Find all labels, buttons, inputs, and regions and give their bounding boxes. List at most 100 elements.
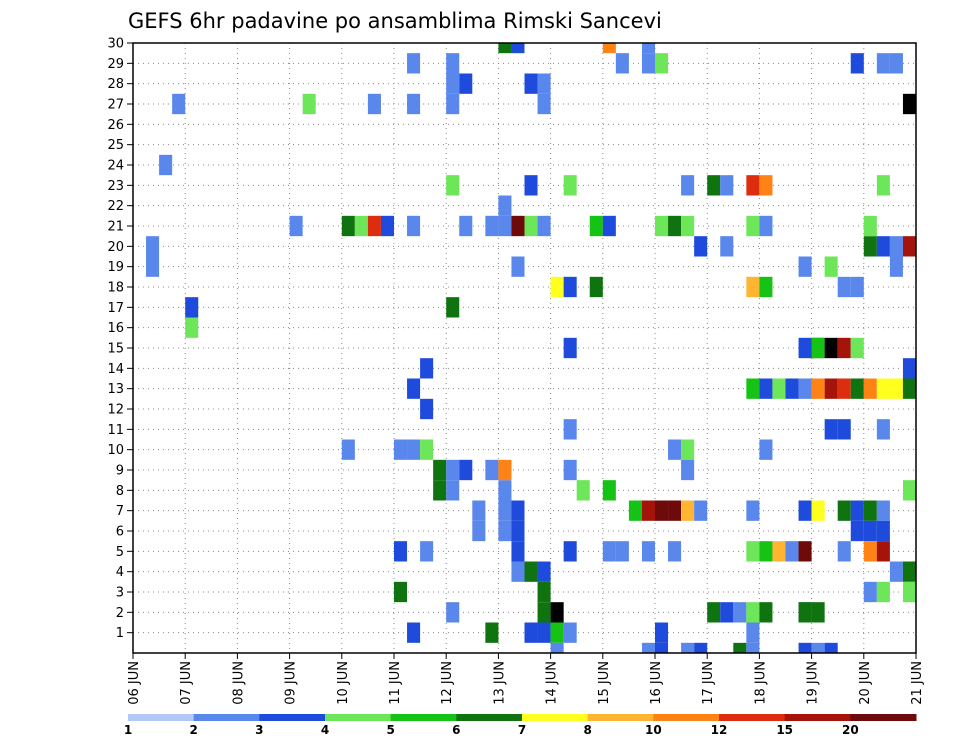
precip-cell <box>563 175 577 196</box>
precip-cell <box>811 378 825 399</box>
precip-cell <box>550 602 564 623</box>
x-tick-label: 16 JUN <box>649 661 664 705</box>
precip-cell <box>746 215 760 237</box>
precip-cell <box>433 459 447 481</box>
legend-label: 3 <box>255 723 263 737</box>
x-tick-label: 21 JUN <box>910 661 925 705</box>
x-tick-label: 06 JUN <box>127 661 142 705</box>
precip-cell <box>759 541 773 562</box>
precip-cell <box>498 459 512 481</box>
precip-cell <box>407 439 421 460</box>
legend-label: 20 <box>842 723 859 737</box>
precip-cell <box>824 419 838 440</box>
y-tick-label: 10 <box>107 443 124 458</box>
y-tick-label: 3 <box>116 586 124 601</box>
precip-cell <box>837 419 851 440</box>
precip-cell <box>341 439 355 460</box>
precip-cell <box>876 378 890 399</box>
precip-cell <box>798 602 812 623</box>
y-tick-label: 20 <box>107 240 124 255</box>
precip-cell <box>668 500 682 521</box>
legend-label: 4 <box>321 723 329 737</box>
precip-cell <box>367 215 381 237</box>
precip-cell <box>902 480 916 501</box>
precip-cell <box>641 541 655 562</box>
precip-cell <box>837 500 851 521</box>
x-tick-label: 14 JUN <box>545 661 560 705</box>
precip-cell <box>837 337 851 359</box>
precip-cell <box>824 256 838 277</box>
y-axis: 1234567891011121314151617181920212223242… <box>107 37 133 641</box>
legend-label: 15 <box>776 723 793 737</box>
precip-cell <box>655 500 669 521</box>
precip-cell <box>407 378 421 399</box>
precip-cell <box>876 53 890 74</box>
precip-cell <box>902 236 916 257</box>
precip-cell <box>681 642 695 653</box>
precip-cell <box>185 297 199 318</box>
x-tick-label: 17 JUN <box>701 661 716 705</box>
precip-cell <box>694 236 708 257</box>
precip-cell <box>563 276 577 298</box>
precip-cell <box>824 642 838 653</box>
legend-swatch <box>259 714 326 721</box>
x-tick-label: 12 JUN <box>440 661 455 705</box>
precip-cell <box>863 520 877 542</box>
y-tick-label: 15 <box>107 342 124 357</box>
precip-cell <box>485 459 499 481</box>
precip-cell <box>876 175 890 196</box>
precip-cell <box>459 73 473 94</box>
precip-cell <box>681 215 695 237</box>
precip-cell <box>655 642 669 653</box>
precip-cell <box>407 215 421 237</box>
legend-swatch <box>128 714 195 721</box>
legend-swatch <box>587 714 654 721</box>
precip-cell <box>746 378 760 399</box>
precip-cell <box>798 500 812 521</box>
precip-cell <box>655 53 669 74</box>
precip-cell <box>746 500 760 521</box>
precip-cell <box>746 175 760 196</box>
legend-swatch <box>193 714 260 721</box>
precip-cell <box>511 541 525 562</box>
y-tick-label: 9 <box>116 464 124 479</box>
precip-cell <box>889 53 903 74</box>
precip-cell <box>511 256 525 277</box>
precip-cell <box>641 500 655 521</box>
precip-cell <box>498 480 512 501</box>
y-tick-label: 8 <box>116 484 124 499</box>
legend-label: 5 <box>386 723 394 737</box>
y-tick-label: 2 <box>116 606 124 621</box>
precip-cell <box>850 53 864 74</box>
y-tick-label: 17 <box>107 301 124 316</box>
precip-cell <box>537 581 551 603</box>
precip-cell <box>446 459 460 481</box>
legend-swatch <box>522 714 589 721</box>
precip-cell <box>759 378 773 399</box>
precip-cell <box>563 419 577 440</box>
precip-cell <box>902 378 916 399</box>
precip-cell <box>511 561 525 582</box>
y-tick-label: 25 <box>107 138 124 153</box>
precip-cell <box>772 378 786 399</box>
precip-cell <box>707 175 721 196</box>
precip-cell <box>302 93 316 115</box>
precip-cell <box>746 622 760 643</box>
legend-swatch <box>850 714 917 721</box>
precip-cell <box>420 541 434 562</box>
precip-cell <box>602 43 616 54</box>
precip-cell <box>876 520 890 542</box>
precip-cell <box>785 378 799 399</box>
precip-cell <box>694 642 708 653</box>
precip-cell <box>563 459 577 481</box>
precip-cell <box>876 419 890 440</box>
precip-cell <box>837 378 851 399</box>
x-tick-label: 11 JUN <box>388 661 403 705</box>
precip-cell <box>863 236 877 257</box>
precip-cell <box>798 337 812 359</box>
precip-cell <box>798 256 812 277</box>
x-tick-label: 20 JUN <box>858 661 873 705</box>
precip-cell <box>759 602 773 623</box>
precip-cell <box>863 500 877 521</box>
precip-cell <box>446 93 460 115</box>
